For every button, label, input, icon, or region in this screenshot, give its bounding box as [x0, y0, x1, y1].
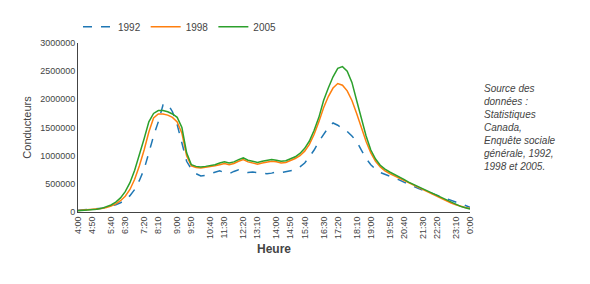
svg-text:1500000: 1500000 — [40, 123, 75, 133]
svg-text:20:40: 20:40 — [399, 217, 409, 240]
svg-text:1000000: 1000000 — [40, 151, 75, 161]
svg-text:7:20: 7:20 — [139, 217, 149, 235]
svg-text:4:50: 4:50 — [87, 217, 97, 235]
svg-text:2000000: 2000000 — [40, 94, 75, 104]
svg-text:10:40: 10:40 — [205, 217, 215, 240]
svg-text:14:50: 14:50 — [285, 217, 295, 240]
svg-text:17:20: 17:20 — [333, 217, 343, 240]
svg-text:1998: 1998 — [186, 22, 209, 33]
svg-text:1992: 1992 — [118, 22, 141, 33]
svg-text:500000: 500000 — [45, 179, 75, 189]
svg-text:23:10: 23:10 — [451, 217, 461, 240]
svg-text:0:00: 0:00 — [465, 217, 475, 235]
svg-text:9:00: 9:00 — [172, 217, 182, 235]
svg-text:Conducteurs: Conducteurs — [21, 96, 33, 159]
svg-text:9:50: 9:50 — [186, 217, 196, 235]
svg-text:22:20: 22:20 — [432, 217, 442, 240]
svg-text:2500000: 2500000 — [40, 66, 75, 76]
svg-text:Source desdonnées :Statistique: Source desdonnées :StatistiquesCanada,En… — [484, 83, 556, 172]
svg-text:11:30: 11:30 — [219, 217, 229, 239]
svg-text:13:10: 13:10 — [252, 217, 262, 240]
svg-text:19:00: 19:00 — [366, 217, 376, 240]
svg-text:5:40: 5:40 — [106, 217, 116, 235]
svg-text:21:30: 21:30 — [418, 217, 428, 240]
svg-text:15:40: 15:40 — [300, 217, 310, 240]
svg-text:Heure: Heure — [257, 242, 291, 256]
svg-text:18:10: 18:10 — [352, 217, 362, 240]
svg-text:4:00: 4:00 — [73, 217, 83, 235]
svg-text:19:50: 19:50 — [385, 217, 395, 240]
svg-text:0: 0 — [70, 207, 75, 217]
svg-text:14:00: 14:00 — [271, 217, 281, 240]
svg-text:12:20: 12:20 — [238, 217, 248, 240]
svg-text:16:30: 16:30 — [319, 217, 329, 240]
svg-text:6:30: 6:30 — [120, 217, 130, 235]
svg-text:2005: 2005 — [253, 22, 276, 33]
svg-text:8:10: 8:10 — [153, 217, 163, 235]
svg-text:3000000: 3000000 — [40, 38, 75, 48]
